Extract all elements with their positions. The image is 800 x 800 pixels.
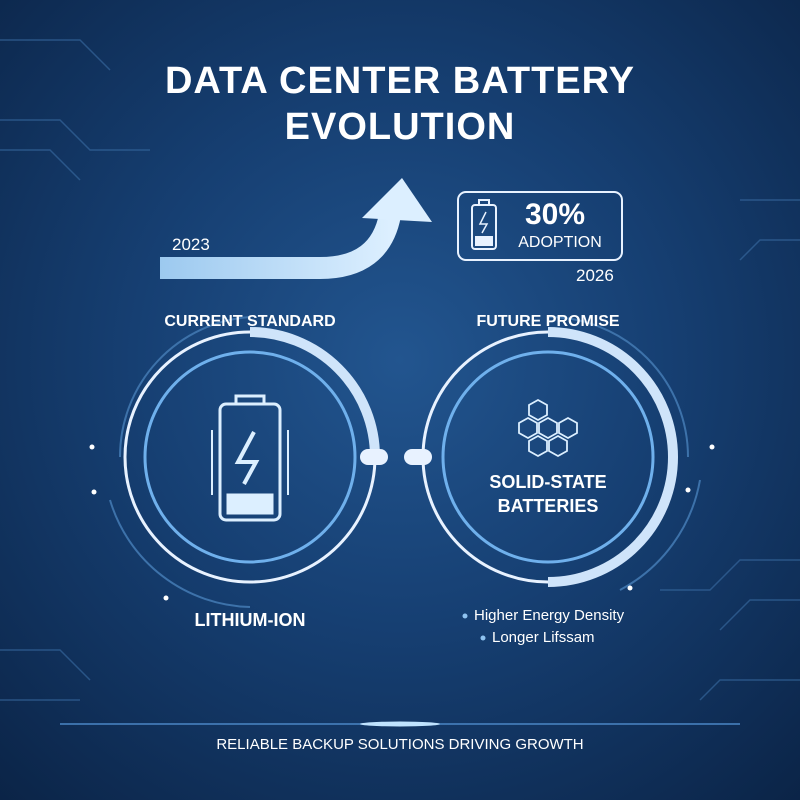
future-name: SOLID-STATE BATTERIES (489, 472, 607, 516)
benefit: Longer Lifssam (492, 629, 595, 646)
title: DATA CENTER BATTERY EVOLUTION (164, 60, 636, 148)
end-year: 2026 (576, 266, 614, 285)
stat-label: ADOPTION (518, 234, 602, 251)
circuit-lines (0, 39, 800, 701)
battery-icon (211, 394, 289, 522)
arrow-head (362, 178, 432, 222)
connector (404, 449, 432, 465)
benefit: Higher Energy Density (474, 607, 625, 624)
left-ring (109, 316, 380, 608)
bullets (462, 613, 486, 641)
small-battery-icon (471, 199, 497, 250)
footer-text: RELIABLE BACKUP SOLUTIONS DRIVING GROWTH (216, 736, 584, 753)
connector (360, 449, 388, 465)
dots (89, 444, 715, 601)
stat-value: 30% (524, 198, 586, 231)
growth-arrow (160, 212, 401, 279)
stat-box (457, 191, 623, 261)
current-name: LITHIUM-ION (194, 610, 306, 630)
future-heading: FUTURE PROMISE (476, 313, 620, 330)
footer-glow (360, 721, 440, 727)
start-year: 2023 (172, 235, 210, 254)
current-heading: CURRENT STANDARD (164, 313, 336, 330)
hexagon-icon (518, 398, 578, 458)
